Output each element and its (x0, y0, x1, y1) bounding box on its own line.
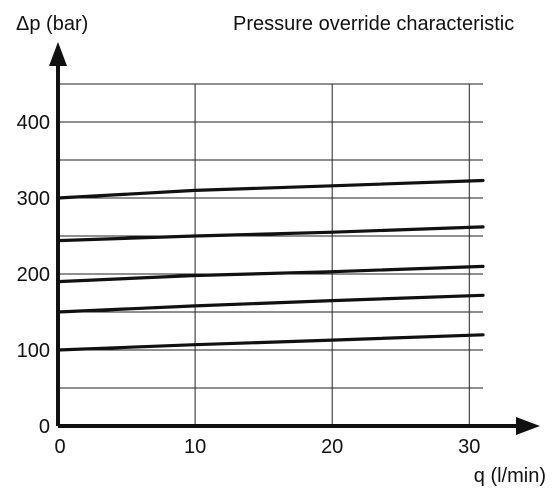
x-axis-label: q (l/min) (474, 465, 546, 487)
pressure-curve (56, 178, 485, 200)
grid (58, 83, 483, 426)
chart-title: Pressure override characteristic (233, 13, 514, 35)
pressure-curve (56, 333, 485, 352)
x-tick-label: 0 (54, 436, 65, 458)
pressure-curve (56, 264, 485, 284)
axes (49, 42, 540, 435)
pressure-curve (56, 225, 485, 243)
y-tick-label: 300 (17, 188, 50, 210)
y-tick-label: 0 (39, 416, 50, 438)
x-tick-label: 30 (458, 436, 480, 458)
x-axis-arrow (516, 417, 540, 435)
pressure-curve (56, 293, 485, 314)
x-tick-label: 20 (321, 436, 343, 458)
curves (56, 178, 485, 352)
y-axis-label: Δp (bar) (16, 13, 88, 35)
x-tick-label: 10 (184, 436, 206, 458)
y-tick-label: 100 (17, 340, 50, 362)
y-tick-label: 200 (17, 264, 50, 286)
y-tick-label: 400 (17, 112, 50, 134)
tick-labels: 0 100 200 300 400 0 10 20 30 (17, 112, 481, 458)
y-axis-arrow (49, 42, 67, 66)
